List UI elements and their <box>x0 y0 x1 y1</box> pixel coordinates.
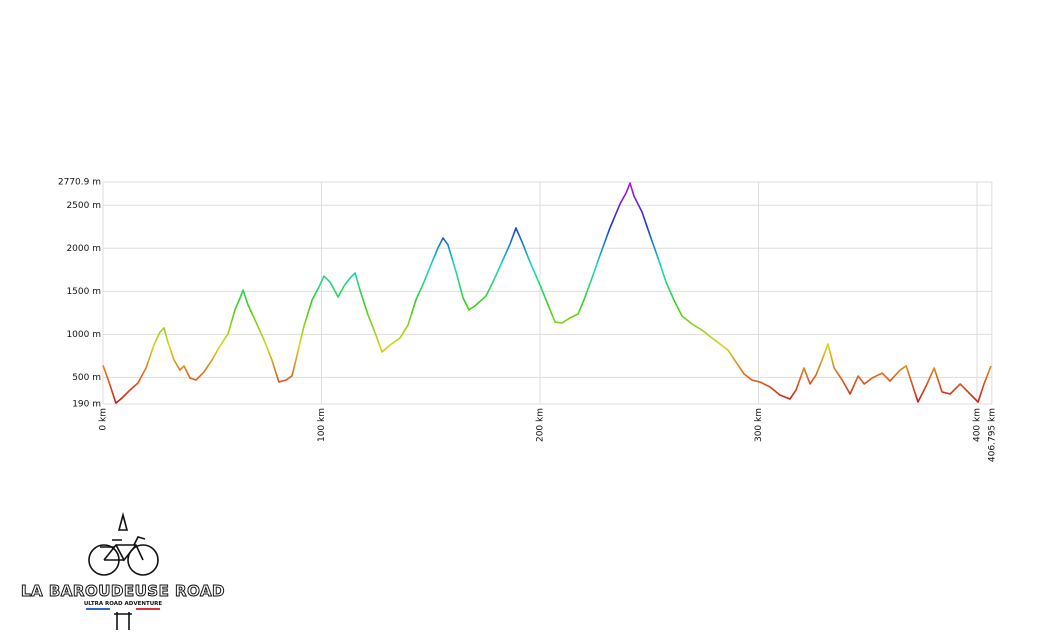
x-tick-label: 300 km <box>754 408 764 442</box>
y-tick-label: 500 m <box>72 373 101 383</box>
profile <box>102 182 992 404</box>
y-tick-label: 190 m <box>72 400 101 410</box>
grid <box>102 181 993 405</box>
tick-labels: 190 m 500 m 1000 m 1500 m 2000 m 2500 m 2770.9… <box>58 178 997 463</box>
x-tick-label: 0 km <box>99 408 109 431</box>
logo-frame <box>100 536 146 562</box>
y-tick-label: 2000 m <box>66 244 101 254</box>
logo-subtitle: ULTRA ROAD ADVENTURE <box>84 601 163 607</box>
x-tick-label: 200 km <box>536 408 546 442</box>
elevation-line <box>102 182 992 404</box>
logo-title: LA BAROUDEUSE ROAD <box>21 582 225 600</box>
x-tick-label: 406.795 km <box>987 408 997 462</box>
logo-wheel <box>127 544 159 576</box>
logo <box>86 511 160 630</box>
y-tick-label: 1000 m <box>66 330 101 340</box>
y-tick-label: 1500 m <box>66 287 101 297</box>
logo-icon <box>114 612 132 630</box>
x-tick-label: 400 km <box>973 408 983 442</box>
y-tick-label: 2500 m <box>66 201 101 211</box>
x-tick-label: 100 km <box>317 408 327 442</box>
logo-icon <box>117 511 129 531</box>
y-tick-label: 2770.9 m <box>58 178 101 188</box>
